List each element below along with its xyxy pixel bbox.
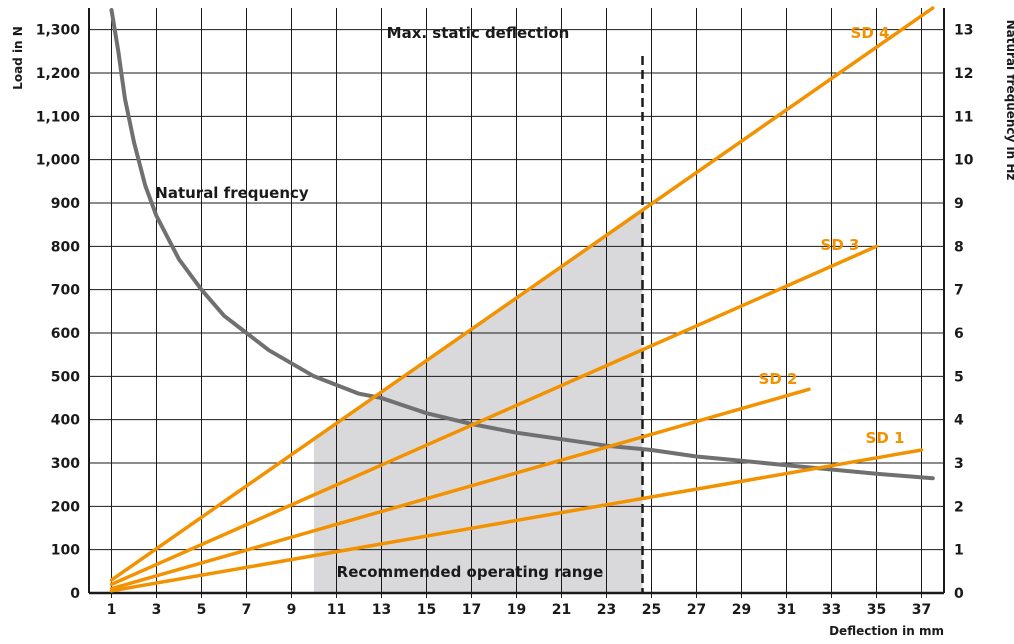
y-tick-label: 600 xyxy=(51,326,80,342)
load-line-sd3 xyxy=(109,244,879,587)
x-tick-label: 35 xyxy=(867,602,886,618)
series-label-sd1: SD 1 xyxy=(866,429,905,447)
x-tick-label: 5 xyxy=(197,602,207,618)
y2-tick-label: 13 xyxy=(954,23,973,39)
x-tick-label: 11 xyxy=(327,602,346,618)
y2-tick-label: 3 xyxy=(954,456,964,472)
x-tick-label: 21 xyxy=(552,602,571,618)
x-tick-label: 9 xyxy=(287,602,297,618)
x-tick-label: 7 xyxy=(242,602,252,618)
grid-layer xyxy=(88,8,945,598)
y2-axis-title: Natural frequency in Hz xyxy=(1004,20,1014,181)
x-tick-label: 17 xyxy=(462,602,481,618)
y2-tick-label: 4 xyxy=(954,413,964,429)
y-tick-label: 1,300 xyxy=(36,23,81,39)
natural-frequency-curve xyxy=(109,8,935,481)
y-tick-label: 200 xyxy=(51,499,80,515)
y-tick-label: 900 xyxy=(51,196,80,212)
series-label-sd3: SD 3 xyxy=(821,236,860,254)
y2-tick-label: 11 xyxy=(954,109,973,125)
y-tick-label: 1,000 xyxy=(36,153,81,169)
y-tick-label: 400 xyxy=(51,413,80,429)
series-layer xyxy=(109,6,935,593)
y-tick-label: 700 xyxy=(51,283,80,299)
x-tick-label: 33 xyxy=(822,602,841,618)
load-line-sd1 xyxy=(109,448,924,593)
y2-tick-label: 12 xyxy=(954,66,973,82)
x-tick-label: 19 xyxy=(507,602,526,618)
y2-tick-label: 1 xyxy=(954,543,964,559)
y2-tick-label: 8 xyxy=(954,239,964,255)
y-tick-label: 800 xyxy=(51,239,80,255)
y-tick-label: 300 xyxy=(51,456,80,472)
max-deflection-annotation: Max. static deflection xyxy=(387,24,570,42)
y2-tick-label: 5 xyxy=(954,369,964,385)
x-tick-label: 29 xyxy=(732,602,751,618)
x-tick-label: 15 xyxy=(417,602,436,618)
x-tick-label: 27 xyxy=(687,602,706,618)
x-tick-label: 3 xyxy=(152,602,162,618)
y2-tick-label: 9 xyxy=(954,196,964,212)
natural-frequency-annotation: Natural frequency xyxy=(155,184,309,202)
x-tick-label: 23 xyxy=(597,602,616,618)
load-line-sd4 xyxy=(109,6,935,582)
x-axis-title: Deflection in mm xyxy=(829,624,944,638)
x-tick-label: 13 xyxy=(372,602,391,618)
operating-range-annotation: Recommended operating range xyxy=(337,563,604,581)
y-tick-label: 0 xyxy=(70,586,80,602)
y2-tick-label: 10 xyxy=(954,153,974,169)
fill-layer xyxy=(314,210,643,593)
y-tick-label: 100 xyxy=(51,543,80,559)
series-label-sd4: SD 4 xyxy=(851,24,890,42)
series-label-sd2: SD 2 xyxy=(759,370,798,388)
operating-range-area xyxy=(314,210,643,593)
y2-tick-label: 6 xyxy=(954,326,964,342)
y-tick-label: 500 xyxy=(51,369,80,385)
y-tick-label: 1,200 xyxy=(36,66,81,82)
x-tick-label: 1 xyxy=(107,602,117,618)
x-tick-label: 25 xyxy=(642,602,661,618)
x-tick-label: 37 xyxy=(912,602,931,618)
y-axis-title: Load in N xyxy=(11,26,25,90)
x-tick-label: 31 xyxy=(777,602,796,618)
y2-tick-label: 0 xyxy=(954,586,964,602)
label-layer: Load in N Natural frequency in Hz Deflec… xyxy=(11,20,1014,638)
load-line-sd2 xyxy=(109,387,811,591)
y2-tick-label: 2 xyxy=(954,499,964,515)
y-tick-label: 1,100 xyxy=(36,109,81,125)
y2-tick-label: 7 xyxy=(954,283,964,299)
